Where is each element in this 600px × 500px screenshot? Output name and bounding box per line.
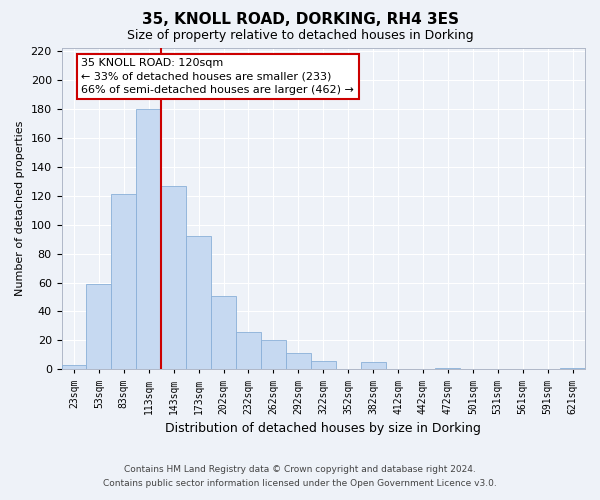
Bar xyxy=(261,340,286,370)
Bar xyxy=(560,368,585,370)
Bar xyxy=(436,368,460,370)
Text: 35, KNOLL ROAD, DORKING, RH4 3ES: 35, KNOLL ROAD, DORKING, RH4 3ES xyxy=(142,12,458,28)
Bar xyxy=(286,354,311,370)
Bar xyxy=(211,296,236,370)
Bar xyxy=(236,332,261,370)
Bar xyxy=(186,236,211,370)
Text: Contains HM Land Registry data © Crown copyright and database right 2024.
Contai: Contains HM Land Registry data © Crown c… xyxy=(103,466,497,487)
Text: 35 KNOLL ROAD: 120sqm
← 33% of detached houses are smaller (233)
66% of semi-det: 35 KNOLL ROAD: 120sqm ← 33% of detached … xyxy=(82,58,355,94)
Bar xyxy=(311,360,336,370)
Bar xyxy=(112,194,136,370)
Y-axis label: Number of detached properties: Number of detached properties xyxy=(15,121,25,296)
Text: Size of property relative to detached houses in Dorking: Size of property relative to detached ho… xyxy=(127,29,473,42)
Bar xyxy=(86,284,112,370)
Bar xyxy=(161,186,186,370)
Bar xyxy=(361,362,386,370)
Bar xyxy=(136,109,161,370)
X-axis label: Distribution of detached houses by size in Dorking: Distribution of detached houses by size … xyxy=(166,422,481,435)
Bar xyxy=(62,365,86,370)
